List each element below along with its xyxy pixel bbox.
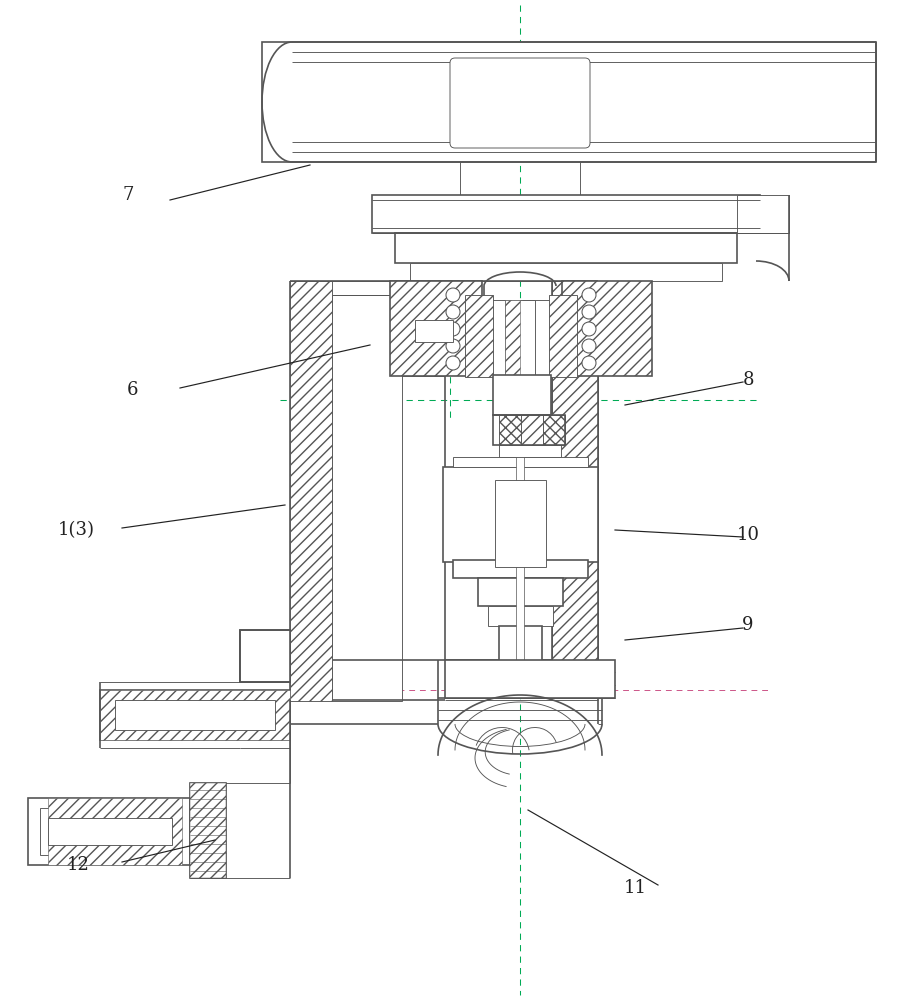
Bar <box>48 818 172 845</box>
Bar <box>48 798 182 865</box>
Circle shape <box>446 305 460 319</box>
Bar <box>453 560 588 578</box>
Bar <box>516 380 524 660</box>
Bar <box>478 578 563 606</box>
FancyBboxPatch shape <box>262 42 876 162</box>
Text: 11: 11 <box>623 879 647 897</box>
Bar <box>495 480 546 567</box>
Bar <box>190 783 226 878</box>
Text: 9: 9 <box>743 616 753 634</box>
Bar <box>415 320 453 342</box>
Bar <box>505 300 520 415</box>
Bar <box>792 50 876 154</box>
Circle shape <box>446 288 460 302</box>
Text: 12: 12 <box>66 856 90 874</box>
Circle shape <box>582 356 596 370</box>
Bar <box>505 300 535 415</box>
Bar <box>493 415 565 445</box>
Bar <box>552 281 598 661</box>
FancyBboxPatch shape <box>450 58 590 148</box>
Text: 10: 10 <box>736 526 760 544</box>
Bar <box>737 195 789 233</box>
Circle shape <box>446 339 460 353</box>
Bar <box>240 630 290 682</box>
Circle shape <box>446 322 460 336</box>
Bar <box>372 195 760 233</box>
Circle shape <box>582 305 596 319</box>
Bar <box>395 233 737 263</box>
Circle shape <box>582 288 596 302</box>
Bar <box>100 690 290 740</box>
Bar <box>549 295 577 377</box>
Bar <box>115 700 275 730</box>
Bar <box>445 660 615 698</box>
Bar <box>40 808 180 855</box>
Bar <box>410 263 722 281</box>
Text: 7: 7 <box>122 186 134 204</box>
Bar <box>402 281 444 376</box>
Bar <box>443 467 598 562</box>
Bar <box>499 415 521 445</box>
Bar <box>453 457 588 467</box>
Circle shape <box>582 339 596 353</box>
Bar <box>390 281 482 376</box>
Circle shape <box>582 322 596 336</box>
Bar <box>493 375 551 415</box>
Text: 6: 6 <box>127 381 137 399</box>
Bar <box>28 798 190 865</box>
Bar <box>499 445 561 457</box>
Bar <box>499 626 542 661</box>
Bar <box>100 690 290 740</box>
Bar <box>488 606 553 626</box>
Bar <box>332 295 402 701</box>
Bar <box>240 630 290 682</box>
Bar <box>465 295 493 377</box>
Text: 1(3): 1(3) <box>57 521 94 539</box>
Bar <box>562 281 652 376</box>
Circle shape <box>446 356 460 370</box>
Bar <box>190 783 226 878</box>
Bar <box>543 415 565 445</box>
Bar <box>521 415 543 445</box>
Text: 8: 8 <box>743 371 753 389</box>
Bar <box>290 281 332 701</box>
